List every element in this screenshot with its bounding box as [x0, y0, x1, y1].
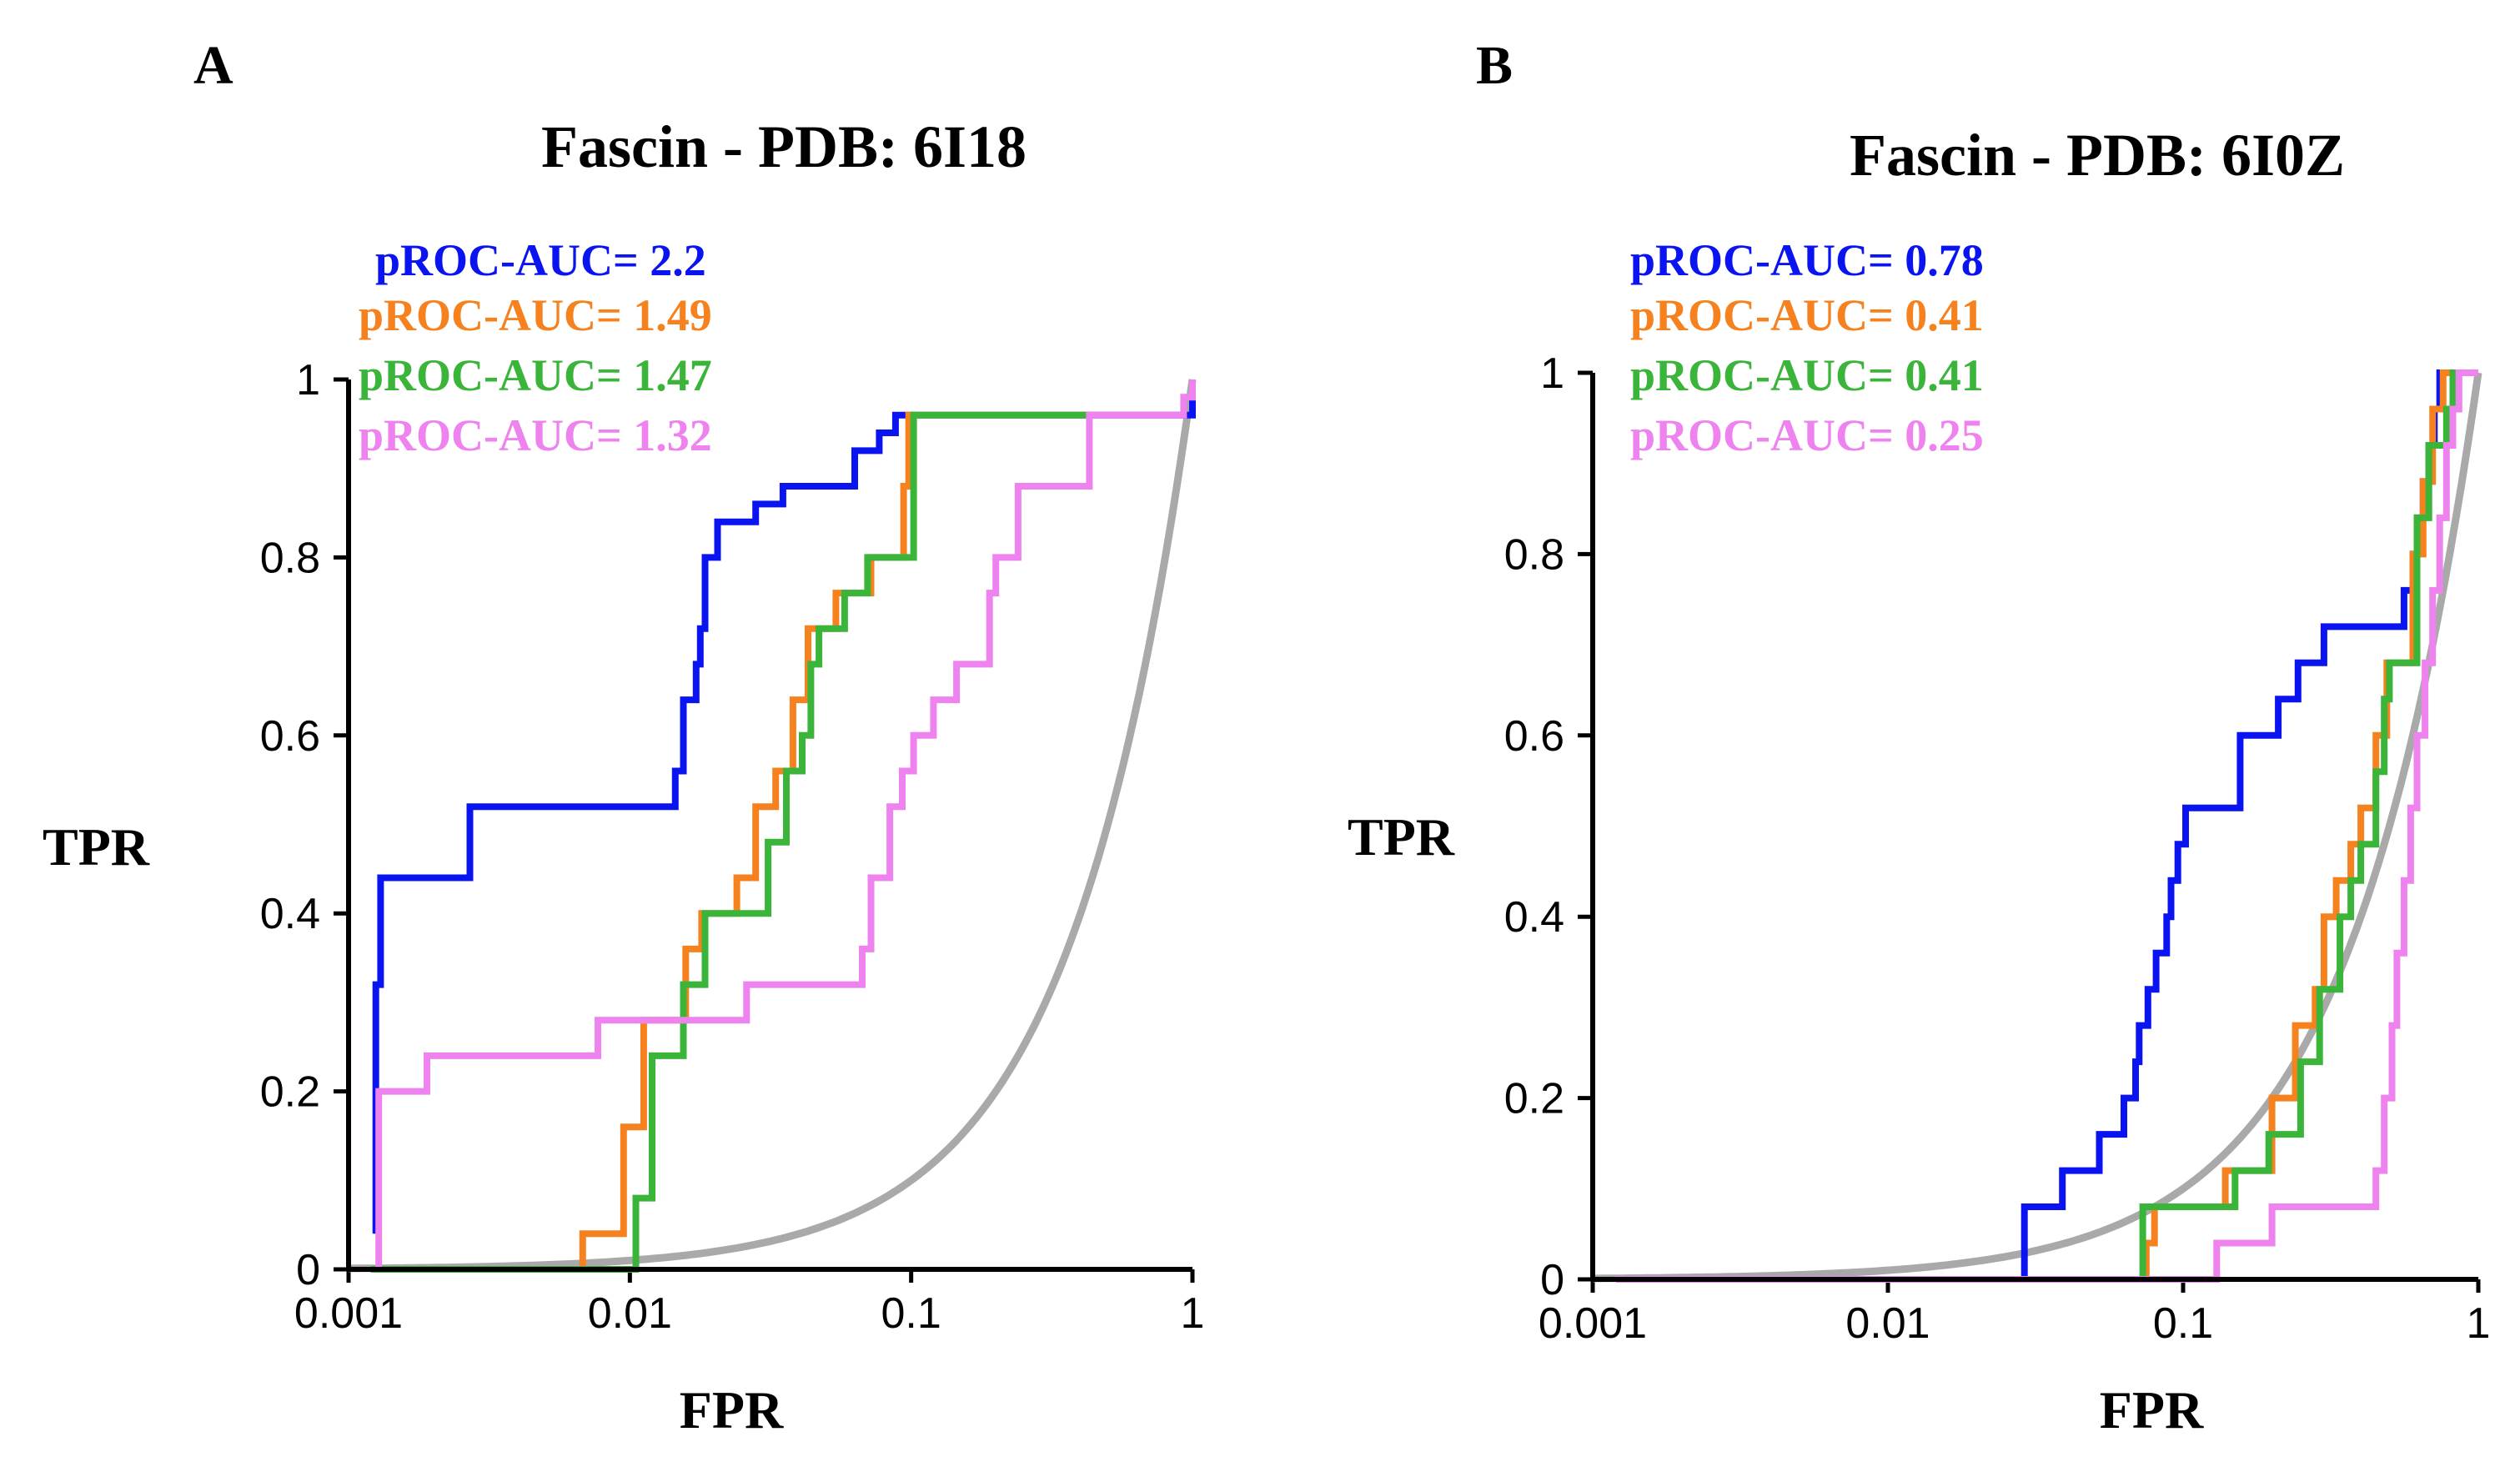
- chart-title: Fascin - PDB: 6I18: [541, 113, 1027, 180]
- series-line-green: [2139, 369, 2457, 1279]
- x-tick-label: 0.001: [1539, 1299, 1647, 1348]
- plot-lines: [1593, 369, 2482, 1283]
- y-axis-label: TPR: [1348, 807, 1455, 867]
- legend: pROC-AUC= 0.78 pROC-AUC= 0.41 pROC-AUC= …: [1630, 235, 1984, 460]
- y-tick-label: 0.8: [260, 534, 320, 582]
- legend-entry-blue: pROC-AUC= 0.78: [1630, 235, 1984, 285]
- legend-entry-violet: pROC-AUC= 1.32: [359, 410, 712, 460]
- series-line-green: [370, 411, 1095, 1273]
- axes: [346, 379, 1192, 1272]
- y-axis-label: TPR: [43, 817, 150, 877]
- y-tick-label: 0.2: [260, 1068, 320, 1117]
- y-tick-label: 0: [296, 1246, 320, 1294]
- y-tick-label: 0.4: [1504, 893, 1564, 942]
- series-line-violet: [1616, 369, 2478, 1283]
- legend-entry-green: pROC-AUC= 1.47: [359, 350, 712, 400]
- legend-entry-blue: pROC-AUC= 2.2: [375, 235, 706, 285]
- panel-letter: A: [193, 35, 233, 96]
- series-line-blue: [372, 379, 1196, 1234]
- legend-entry-green: pROC-AUC= 0.41: [1630, 350, 1984, 400]
- y-tick-label: 0: [1540, 1256, 1564, 1304]
- x-tick-label: 1: [2467, 1299, 2491, 1348]
- legend-entry-violet: pROC-AUC= 0.25: [1630, 410, 1984, 460]
- axis-ticks: 0 0.2 0.4 0.6 0.8 1 0.001 0.01 0.1 1: [1504, 349, 2491, 1348]
- x-tick-label: 0.01: [1845, 1299, 1930, 1348]
- y-tick-label: 0.6: [1504, 712, 1564, 761]
- y-tick-label: 1: [1540, 349, 1564, 398]
- axes: [1590, 373, 2478, 1282]
- plot-lines: [349, 379, 1197, 1273]
- legend: pROC-AUC= 2.2 pROC-AUC= 1.49 pROC-AUC= 1…: [359, 235, 712, 460]
- y-tick-label: 0.8: [1504, 530, 1564, 579]
- x-tick-label: 0.001: [294, 1289, 403, 1338]
- x-tick-label: 1: [1181, 1289, 1205, 1338]
- x-axis-label: FPR: [2100, 1380, 2204, 1439]
- panel-letter: B: [1476, 35, 1513, 96]
- y-tick-label: 0.2: [1504, 1075, 1564, 1123]
- series-line-violet: [375, 379, 1196, 1269]
- y-tick-label: 0.6: [260, 712, 320, 761]
- legend-entry-orange: pROC-AUC= 0.41: [1630, 290, 1984, 340]
- x-tick-label: 0.1: [881, 1289, 941, 1338]
- axis-ticks: 0 0.2 0.4 0.6 0.8 1 0.001 0.01 0.1 1: [260, 356, 1205, 1338]
- panel-b: B Fascin - PDB: 6I0Z TPR FPR pROC-AUC= 0…: [1348, 35, 2490, 1439]
- y-tick-label: 1: [296, 356, 320, 404]
- x-tick-label: 0.01: [588, 1289, 672, 1338]
- y-tick-label: 0.4: [260, 890, 320, 938]
- x-tick-label: 0.1: [2153, 1299, 2213, 1348]
- panel-a: A Fascin - PDB: 6I18 TPR FPR pROC-AUC= 2…: [43, 35, 1204, 1439]
- chart-title: Fascin - PDB: 6I0Z: [1850, 122, 2345, 188]
- x-axis-label: FPR: [680, 1380, 784, 1439]
- legend-entry-orange: pROC-AUC= 1.49: [359, 290, 712, 340]
